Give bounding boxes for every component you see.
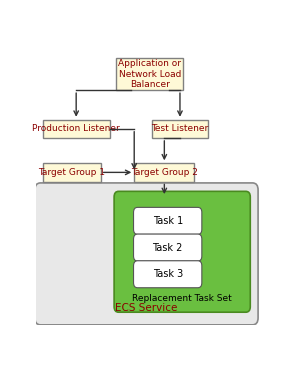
Text: Production Listener: Production Listener: [32, 124, 120, 133]
Text: Target Group 2: Target Group 2: [131, 168, 198, 177]
Text: Replacement Task Set: Replacement Task Set: [132, 294, 232, 303]
FancyBboxPatch shape: [134, 207, 202, 234]
FancyBboxPatch shape: [114, 191, 250, 312]
FancyBboxPatch shape: [134, 163, 194, 181]
FancyBboxPatch shape: [35, 183, 258, 325]
Text: ECS Service: ECS Service: [115, 303, 178, 313]
Text: Task 2: Task 2: [153, 243, 183, 253]
FancyBboxPatch shape: [116, 58, 183, 90]
FancyBboxPatch shape: [43, 120, 110, 138]
FancyBboxPatch shape: [134, 234, 202, 261]
Text: Test Listener: Test Listener: [151, 124, 209, 133]
FancyBboxPatch shape: [152, 120, 208, 138]
Text: Target Group 1: Target Group 1: [38, 168, 105, 177]
FancyBboxPatch shape: [43, 163, 101, 181]
Text: Application or
Network Load
Balancer: Application or Network Load Balancer: [118, 59, 181, 89]
FancyBboxPatch shape: [134, 261, 202, 288]
Text: Task 1: Task 1: [153, 216, 183, 226]
Text: Task 3: Task 3: [153, 269, 183, 279]
